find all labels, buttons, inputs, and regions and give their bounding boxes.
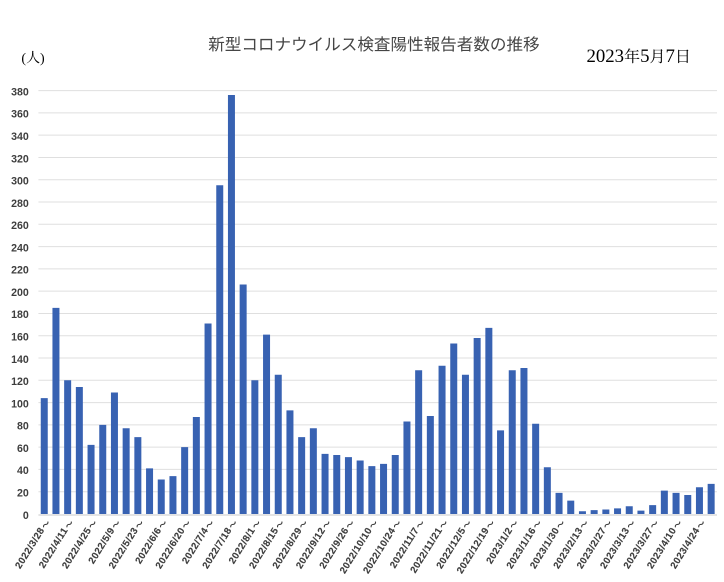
svg-text:100: 100	[11, 398, 29, 410]
svg-text:): )	[40, 51, 45, 66]
svg-text:80: 80	[17, 421, 29, 433]
svg-text:(: (	[21, 51, 26, 66]
svg-text:180: 180	[11, 309, 29, 321]
svg-text:200: 200	[11, 287, 29, 299]
svg-text:60: 60	[17, 443, 29, 455]
svg-text:380: 380	[11, 86, 29, 98]
svg-text:320: 320	[11, 153, 29, 165]
svg-text:120: 120	[11, 376, 29, 388]
svg-text:220: 220	[11, 265, 29, 277]
svg-text:140: 140	[11, 354, 29, 366]
svg-text:340: 340	[11, 131, 29, 143]
svg-text:2023: 2023	[587, 46, 625, 67]
svg-text:160: 160	[11, 332, 29, 344]
svg-text:360: 360	[11, 109, 29, 121]
svg-text:5: 5	[640, 46, 649, 67]
svg-text:260: 260	[11, 220, 29, 232]
svg-text:7: 7	[666, 46, 675, 67]
svg-text:0: 0	[23, 510, 29, 522]
svg-text:300: 300	[11, 176, 29, 188]
svg-text:20: 20	[17, 488, 29, 500]
svg-text:240: 240	[11, 242, 29, 254]
svg-text:280: 280	[11, 198, 29, 210]
svg-text:40: 40	[17, 465, 29, 477]
